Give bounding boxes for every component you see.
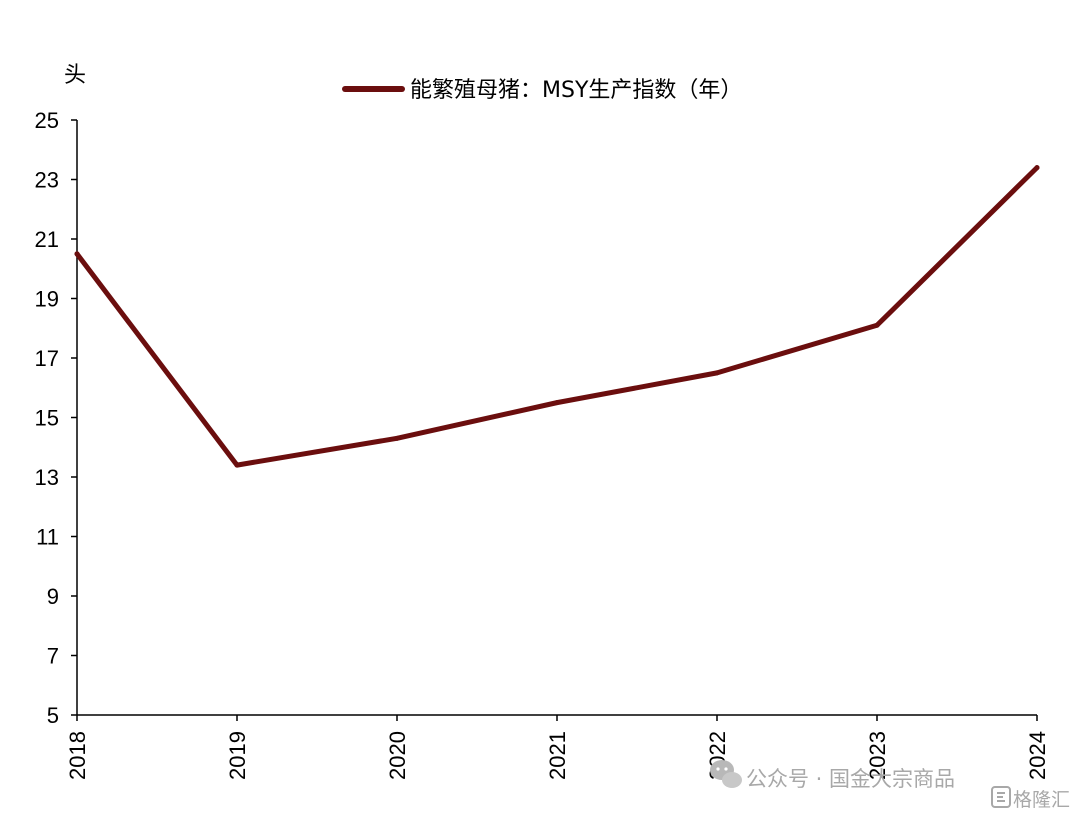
y-tick-label: 23 <box>35 168 59 193</box>
y-tick-label: 19 <box>35 287 59 312</box>
wechat-icon <box>710 760 742 788</box>
y-tick-label: 11 <box>36 525 59 550</box>
x-tick-label: 2019 <box>225 731 250 780</box>
data-point <box>714 370 720 376</box>
data-point <box>234 462 240 468</box>
x-tick-label: 2023 <box>865 731 890 780</box>
watermark-brand: 格隆汇 <box>1013 789 1070 811</box>
axes <box>76 120 1037 716</box>
y-tick-label: 15 <box>35 406 59 431</box>
series-line <box>74 165 1040 468</box>
y-tick-label: 17 <box>35 346 59 371</box>
x-tick-label: 2021 <box>545 731 570 780</box>
legend-label: 能繁殖母猪：MSY生产指数（年） <box>410 78 742 103</box>
y-axis-unit-label: 头 <box>64 63 86 88</box>
watermark-text: 公众号 · 国金大宗商品 <box>746 767 955 791</box>
series-layer <box>74 165 1040 468</box>
y-tick-label: 9 <box>47 584 59 609</box>
x-axis-ticks: 2018 2019 2020 2021 2022 2023 2024 <box>65 715 1050 780</box>
data-point <box>1034 165 1040 171</box>
watermark: 公众号 · 国金大宗商品 格隆汇 <box>710 760 1070 811</box>
data-point <box>74 251 80 257</box>
data-point <box>874 322 880 328</box>
y-tick-label: 7 <box>47 644 59 669</box>
legend: 能繁殖母猪：MSY生产指数（年） <box>342 78 742 103</box>
x-tick-label: 2018 <box>65 731 90 780</box>
x-tick-label: 2024 <box>1025 731 1050 780</box>
y-tick-label: 13 <box>35 465 59 490</box>
x-tick-label: 2020 <box>385 731 410 780</box>
y-tick-label: 21 <box>35 227 59 252</box>
y-axis-ticks: 5 7 9 11 13 15 17 19 21 23 25 <box>35 108 77 728</box>
y-tick-label: 5 <box>47 703 59 728</box>
data-point <box>394 435 400 441</box>
data-point <box>554 400 560 406</box>
brand-logo-icon <box>991 786 1011 808</box>
y-tick-label: 25 <box>35 108 59 133</box>
